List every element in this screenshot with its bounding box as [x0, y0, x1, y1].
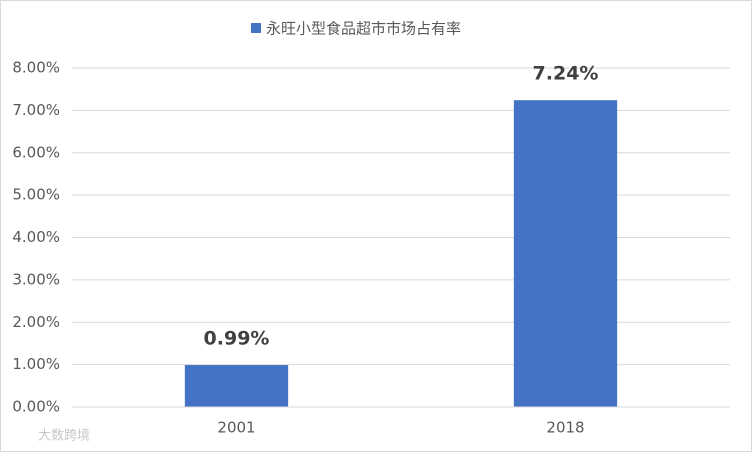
- y-tick-label: 0.00%: [12, 398, 60, 416]
- y-tick-label: 6.00%: [12, 143, 60, 161]
- x-tick-label: 2018: [546, 419, 584, 437]
- data-label: 7.24%: [533, 63, 599, 85]
- bar: [513, 100, 618, 407]
- data-label: 0.99%: [204, 328, 270, 350]
- y-tick-label: 2.00%: [12, 313, 60, 331]
- y-tick-label: 5.00%: [12, 186, 60, 204]
- y-tick-label: 3.00%: [12, 270, 60, 288]
- y-tick-label: 8.00%: [12, 59, 60, 77]
- y-tick-label: 1.00%: [12, 355, 60, 373]
- legend-swatch: [251, 23, 261, 33]
- legend-label: 永旺小型食品超市市场占有率: [266, 20, 461, 38]
- bar: [184, 365, 289, 407]
- y-tick-label: 4.00%: [12, 228, 60, 246]
- watermark: 大数跨境: [38, 429, 90, 444]
- y-tick-label: 7.00%: [12, 101, 60, 119]
- x-tick-label: 2001: [217, 419, 255, 437]
